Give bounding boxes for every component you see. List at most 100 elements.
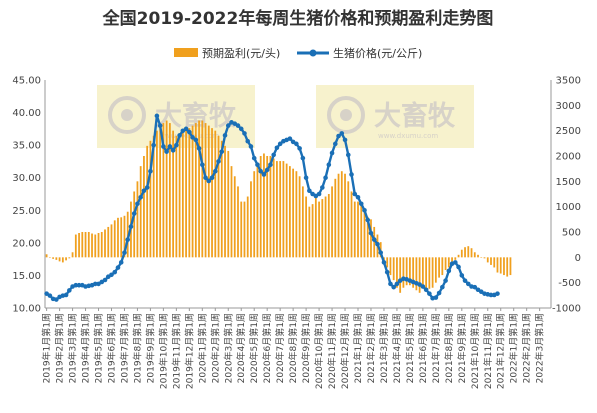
x-tick-label: 2019年1月第1周 — [41, 313, 53, 383]
price-point — [465, 281, 471, 287]
price-point — [371, 237, 377, 242]
profit-bar — [366, 216, 369, 258]
price-point — [277, 141, 283, 147]
watermark-logo-dot — [340, 109, 352, 121]
y-left-tick-label: 40.00 — [12, 108, 41, 119]
profit-bar — [327, 194, 330, 258]
price-point — [154, 113, 160, 119]
profit-bar — [386, 257, 389, 268]
profit-bar — [412, 257, 415, 288]
x-tick-label: 2021年6月第1周 — [417, 313, 429, 383]
profit-bar — [292, 168, 295, 258]
price-point — [141, 188, 147, 194]
x-tick-label: 2019年9月第1周 — [144, 313, 156, 383]
x-tick-label: 2021年9月第1周 — [456, 313, 468, 383]
price-point — [235, 123, 241, 128]
profit-bar — [233, 176, 236, 258]
profit-bar — [156, 130, 158, 258]
x-tick-label: 2019年6月第1周 — [105, 313, 117, 383]
x-tick-label: 2021年11月第1周 — [482, 313, 494, 389]
price-point — [316, 191, 322, 197]
profit-bar — [159, 125, 162, 258]
y-left-tick-label: 25.00 — [12, 206, 41, 217]
profit-bar — [421, 257, 424, 288]
profit-bar — [506, 257, 509, 277]
profit-bar — [334, 178, 337, 258]
profit-bar — [314, 196, 317, 258]
price-point — [92, 281, 98, 287]
price-point — [161, 144, 166, 149]
price-point — [128, 224, 134, 229]
profit-bar — [65, 257, 67, 261]
price-point — [148, 168, 153, 174]
profit-bar — [84, 232, 87, 258]
price-point — [355, 194, 361, 200]
price-point — [495, 291, 500, 296]
price-point — [342, 137, 348, 143]
price-point — [268, 162, 273, 167]
y-right-tick-label: -1000 — [552, 304, 581, 315]
profit-bar — [324, 196, 327, 258]
x-tick-label: 2021年12月第1周 — [495, 313, 507, 389]
price-point — [76, 282, 82, 288]
profit-bar — [100, 232, 103, 258]
profit-bar — [227, 150, 230, 258]
watermark-logo-dot — [121, 109, 133, 121]
profit-bar — [172, 130, 175, 258]
profit-bar — [48, 257, 51, 258]
profit-bar — [340, 171, 343, 258]
price-point — [423, 287, 429, 293]
profit-bar — [104, 229, 106, 258]
price-point — [167, 144, 173, 149]
price-point — [294, 141, 299, 147]
y-left-tick-label: 20.00 — [12, 238, 41, 249]
chart-title: 全国2019-2022年每周生猪价格和预期盈利走势图 — [102, 8, 494, 29]
price-point — [209, 175, 215, 181]
price-point — [138, 194, 143, 200]
profit-bar — [143, 156, 145, 258]
price-point — [115, 265, 121, 270]
price-point — [394, 281, 400, 287]
watermark-url: www.dxumu.com — [378, 132, 438, 140]
profit-bar — [250, 181, 252, 258]
profit-bar — [214, 130, 217, 258]
price-point — [157, 123, 163, 128]
price-point — [212, 168, 218, 174]
price-point — [440, 284, 445, 290]
y-right-tick-label: 2000 — [556, 152, 581, 163]
profit-bar — [87, 232, 90, 258]
profit-bar — [305, 196, 307, 258]
price-point — [323, 175, 328, 181]
profit-bar — [240, 201, 243, 258]
profit-bars — [45, 120, 512, 293]
price-point — [378, 250, 384, 255]
profit-bar — [68, 257, 71, 259]
profit-bar — [45, 254, 48, 258]
price-point — [326, 162, 332, 167]
profit-bar — [431, 257, 434, 288]
profit-bar — [360, 204, 363, 258]
x-tick-label: 2021年5月第1周 — [404, 313, 416, 383]
y-right-tick-label: 3500 — [556, 76, 581, 87]
x-tick-label: 2021年4月第1周 — [391, 313, 403, 383]
y-left-tick-label: 10.00 — [12, 304, 41, 315]
price-point — [219, 149, 225, 154]
profit-bar — [363, 211, 366, 258]
price-point — [336, 133, 341, 139]
profit-bar — [246, 196, 249, 258]
x-tick-label: 2021年7月第1周 — [430, 313, 442, 383]
profit-bar — [486, 257, 489, 263]
price-point — [443, 278, 448, 283]
profit-bar — [71, 252, 74, 258]
price-point — [381, 260, 387, 265]
price-point — [193, 137, 199, 143]
x-tick-label: 2021年2月第1周 — [365, 313, 377, 383]
price-point — [456, 264, 461, 270]
profit-bar — [207, 125, 210, 258]
legend-line-label: 生猪价格(元/公斤) — [333, 46, 422, 60]
profit-bar — [55, 257, 58, 260]
profit-bar — [58, 257, 61, 262]
profit-bar — [428, 257, 431, 289]
